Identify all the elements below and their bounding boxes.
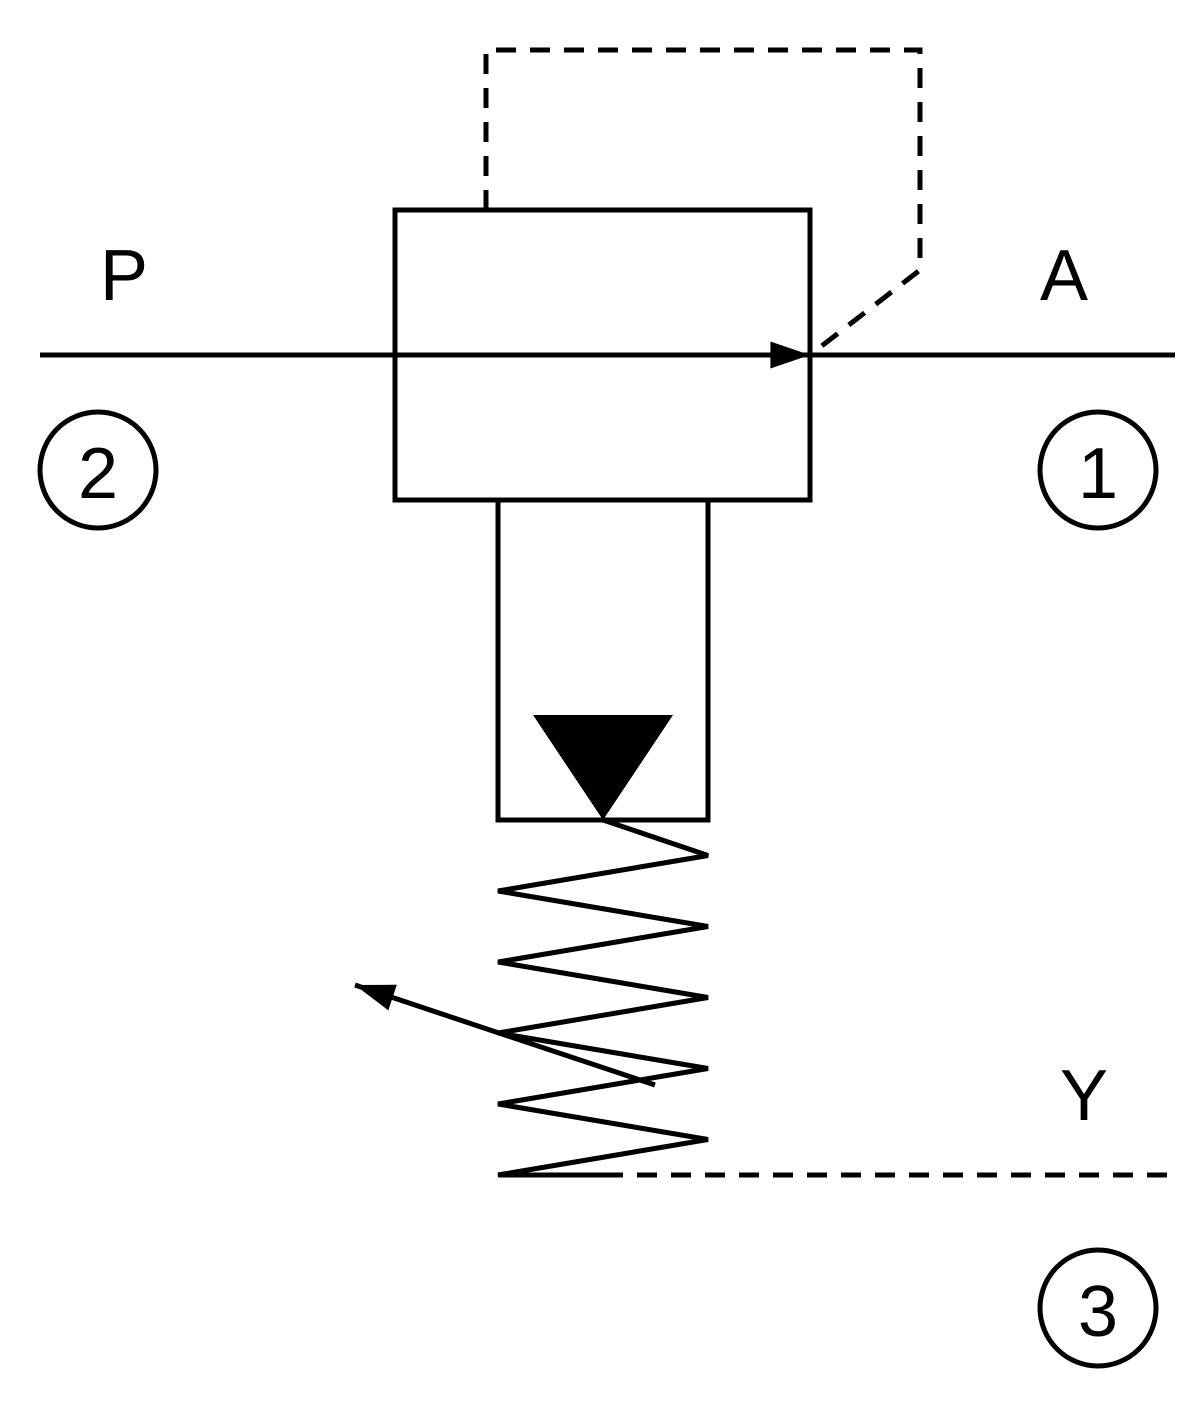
adjust-arrow-head-icon: [355, 985, 397, 1011]
spring-icon: [498, 820, 708, 1175]
port-a-label: A: [1040, 236, 1088, 316]
port-2-number: 2: [78, 434, 118, 514]
port-p-label: P: [100, 236, 148, 316]
port-y-label: Y: [1060, 1056, 1108, 1136]
hydraulic-valve-diagram: P A Y 2 1 3: [0, 0, 1200, 1410]
adjust-arrow-line: [355, 985, 655, 1085]
port-1-number: 1: [1078, 434, 1118, 514]
port-3-number: 3: [1078, 1272, 1118, 1352]
